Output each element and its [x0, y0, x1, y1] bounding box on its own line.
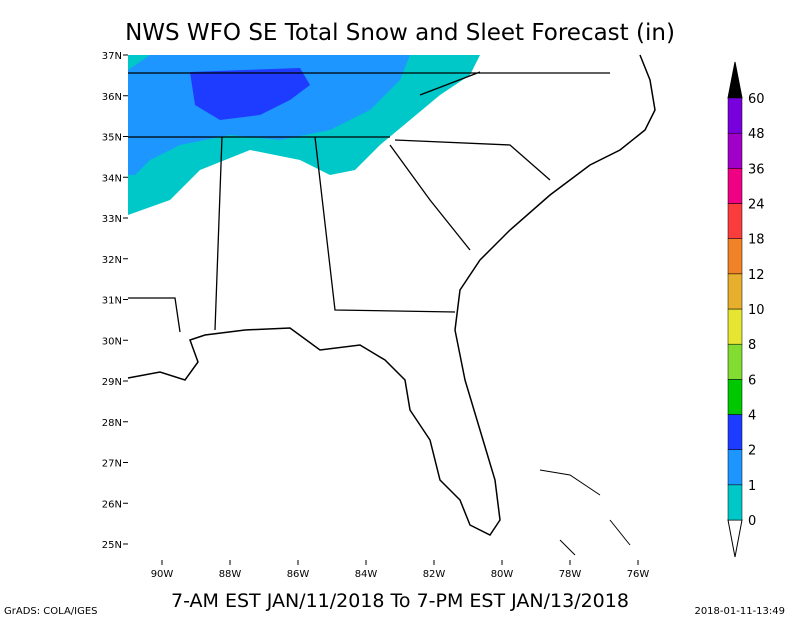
- colorbar-segment: [727, 484, 743, 521]
- lat-label: 25N: [102, 540, 122, 551]
- subtitle: 7-AM EST JAN/11/2018 To 7-PM EST JAN/13/…: [171, 590, 629, 612]
- colorbar-label: 24: [748, 198, 765, 213]
- colorbar-high: [727, 61, 743, 99]
- lat-label: 33N: [102, 214, 122, 225]
- snow-2-4: [190, 68, 310, 120]
- state-borders: [128, 71, 610, 333]
- colorbar-segment: [727, 203, 743, 239]
- colorbar-label: 60: [748, 92, 765, 107]
- coastline: [127, 54, 656, 536]
- colorbar-segment: [727, 414, 743, 450]
- lat-label: 36N: [102, 92, 122, 103]
- colorbar-label: 1: [748, 479, 756, 494]
- lat-label: 32N: [102, 255, 122, 266]
- colorbar-label: 0: [748, 514, 756, 529]
- lat-label: 26N: [102, 499, 122, 510]
- colorbar-label: 8: [748, 338, 756, 353]
- credit: GrADS: COLA/IGES: [4, 606, 98, 617]
- colorbar-segment: [727, 97, 743, 134]
- lon-label: 90W: [151, 569, 174, 580]
- colorbar-label: 4: [748, 409, 756, 424]
- lat-label: 34N: [102, 173, 122, 184]
- lon-label: 86W: [287, 569, 310, 580]
- lon-label: 80W: [491, 569, 514, 580]
- colorbar-segment: [727, 238, 743, 275]
- colorbar-segment: [727, 273, 743, 310]
- colorbar-low: [727, 519, 743, 558]
- colorbar-label: 18: [748, 233, 765, 248]
- colorbar-segment: [727, 379, 743, 415]
- lat-label: 29N: [102, 377, 122, 388]
- lat-label: 37N: [102, 51, 122, 62]
- timestamp: 2018-01-11-13:49: [694, 606, 785, 617]
- lon-label: 78W: [559, 569, 582, 580]
- lon-label: 84W: [355, 569, 378, 580]
- lat-label: 28N: [102, 418, 122, 429]
- lat-label: 27N: [102, 459, 122, 470]
- colorbar-label: 10: [748, 303, 765, 318]
- colorbar-segment: [727, 449, 743, 486]
- colorbar-label: 2: [748, 444, 756, 459]
- colorbar-segment: [727, 168, 743, 204]
- lon-label: 88W: [219, 569, 242, 580]
- colorbar-label: 48: [748, 127, 765, 142]
- lon-label: 76W: [627, 569, 650, 580]
- title: NWS WFO SE Total Snow and Sleet Forecast…: [125, 20, 675, 46]
- lat-label: 31N: [102, 296, 122, 307]
- colorbar-segment: [727, 132, 743, 169]
- lon-label: 82W: [423, 569, 446, 580]
- colorbar-segment: [727, 308, 743, 345]
- map: [127, 54, 660, 560]
- islands: [539, 469, 631, 556]
- colorbar-label: 36: [748, 162, 765, 177]
- colorbar-label: 12: [748, 268, 765, 283]
- colorbar-label: 6: [748, 373, 756, 388]
- lat-label: 30N: [102, 336, 122, 347]
- colorbar-segment: [727, 343, 743, 380]
- lat-label: 35N: [102, 133, 122, 144]
